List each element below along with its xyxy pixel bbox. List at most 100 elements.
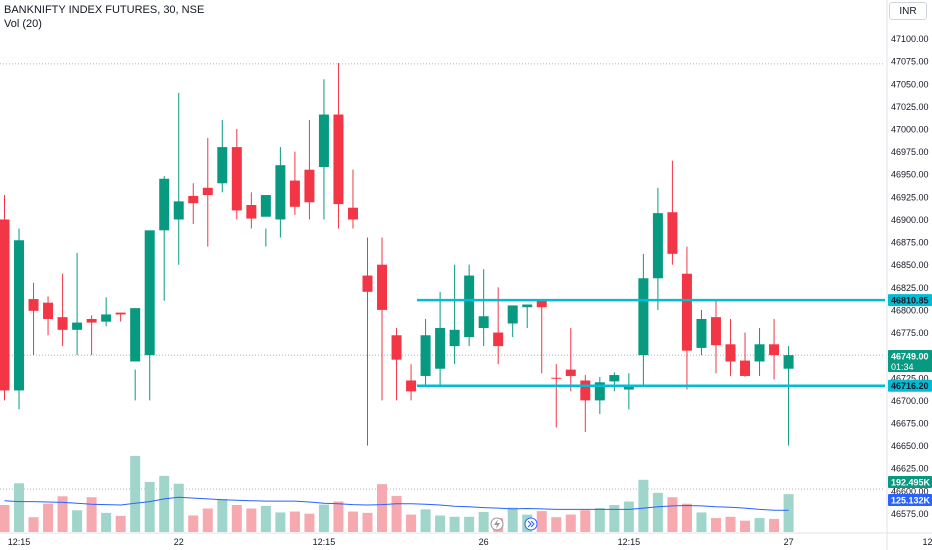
volume-bar	[246, 508, 257, 532]
volume-bar	[681, 503, 692, 532]
x-tick-label: 22	[174, 537, 184, 547]
volume-bar	[289, 511, 300, 532]
price-tag-label: 125.132K	[891, 496, 931, 506]
price-tag	[888, 476, 932, 488]
y-tick-label: 46675.00	[891, 418, 929, 428]
volume-bar	[304, 513, 315, 532]
volume-bar	[188, 515, 199, 532]
candle-body	[391, 335, 402, 360]
price-tag-label: 46749.00	[891, 352, 929, 362]
volume-bar	[667, 497, 678, 532]
candle-body	[696, 318, 707, 348]
price-tag-countdown: 01:34	[891, 362, 914, 372]
lightning-bolt-glyph	[494, 519, 500, 529]
candle-body	[536, 300, 547, 308]
y-tick-label: 46950.00	[891, 170, 929, 180]
candle-body	[493, 332, 504, 347]
volume-bar	[420, 509, 431, 532]
candle-body	[144, 230, 155, 356]
candle-body	[769, 344, 780, 356]
volume-bar	[159, 475, 170, 532]
x-tick-label: 26	[479, 537, 489, 547]
candle-body	[507, 305, 518, 324]
y-tick-label: 46575.00	[891, 509, 929, 519]
price-tag	[888, 494, 932, 506]
volume-bar	[115, 515, 126, 532]
y-tick-label: 46975.00	[891, 147, 929, 157]
candle-body	[449, 329, 460, 347]
volume-bar	[449, 516, 460, 532]
candle-body	[115, 312, 126, 315]
price-tag-label: 46716.20	[891, 381, 929, 391]
volume-bar	[536, 511, 547, 532]
candle-body	[43, 302, 54, 319]
x-tick-label: 12:15	[313, 537, 336, 547]
candle-body	[740, 360, 751, 376]
candle-body	[101, 314, 112, 322]
volume-bar	[57, 496, 68, 532]
candle-body	[565, 369, 576, 376]
candle-body	[710, 317, 721, 346]
volume-bar	[435, 515, 446, 532]
candle-body	[652, 213, 663, 279]
y-tick-label: 46850.00	[891, 260, 929, 270]
y-tick-label: 46875.00	[891, 238, 929, 248]
y-tick-label: 47050.00	[891, 79, 929, 89]
candle-body	[609, 375, 620, 382]
candle-body	[638, 278, 649, 356]
volume-bar	[144, 481, 155, 532]
candle-body	[86, 318, 97, 323]
volume-bar	[14, 483, 25, 532]
x-tick-label: 27	[784, 537, 794, 547]
volume-bar	[391, 495, 402, 532]
volume-bar	[580, 510, 591, 532]
currency-button[interactable]: INR	[889, 2, 927, 20]
x-tick-label: 12:15	[923, 537, 932, 547]
candle-body	[435, 328, 446, 369]
y-tick-label: 46925.00	[891, 192, 929, 202]
candle-body	[406, 380, 417, 392]
volume-bar	[217, 498, 228, 532]
y-tick-label: 47100.00	[891, 34, 929, 44]
volume-bar	[638, 479, 649, 532]
candle-body	[188, 195, 199, 204]
candle-body	[202, 187, 213, 196]
candle-body	[159, 178, 170, 231]
volume-bar	[231, 505, 242, 532]
volume-bar	[594, 508, 605, 532]
volume-indicator-label[interactable]: Vol (20)	[4, 18, 42, 30]
price-tag-label: 46810.85	[891, 296, 929, 306]
x-tick-label: 12:15	[618, 537, 641, 547]
volume-bar	[710, 518, 721, 532]
volume-ma-line	[4, 496, 789, 511]
volume-bar	[725, 516, 736, 532]
price-tag	[888, 294, 932, 307]
candle-body	[57, 317, 68, 330]
volume-bar	[769, 518, 780, 532]
volume-bar	[347, 511, 358, 532]
volume-bar	[652, 492, 663, 532]
volume-bar	[202, 508, 213, 532]
volume-bar	[0, 505, 10, 532]
candle-body	[522, 304, 533, 308]
candle-body	[725, 344, 736, 362]
volume-bar	[275, 512, 286, 532]
y-tick-label: 46775.00	[891, 328, 929, 338]
volume-bar	[333, 501, 344, 532]
y-tick-label: 46650.00	[891, 441, 929, 451]
candle-body	[681, 273, 692, 351]
price-tag-label: 192.495K	[891, 478, 931, 488]
volume-bar	[318, 504, 329, 532]
volume-bar	[696, 512, 707, 532]
volume-bar	[43, 503, 54, 532]
volume-bar	[754, 518, 765, 532]
candle-body	[260, 195, 271, 217]
candle-body	[0, 219, 10, 391]
candle-body	[783, 355, 794, 369]
candle-body	[231, 147, 242, 211]
volume-bar	[740, 520, 751, 532]
candle-body	[275, 165, 286, 220]
chart-title: BANKNIFTY INDEX FUTURES, 30, NSE	[4, 4, 205, 16]
candle-body	[551, 377, 562, 379]
